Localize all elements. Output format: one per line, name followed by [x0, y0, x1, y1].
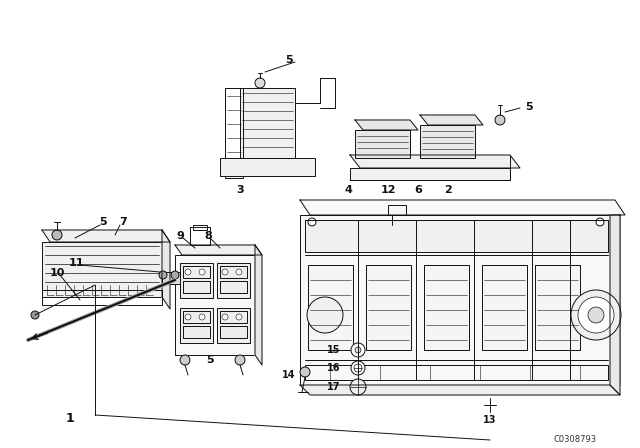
- Circle shape: [308, 218, 316, 226]
- Text: 9: 9: [176, 231, 184, 241]
- Text: 1: 1: [66, 412, 74, 425]
- Circle shape: [355, 347, 361, 353]
- Bar: [305, 220, 608, 252]
- Text: 8: 8: [204, 231, 212, 241]
- Polygon shape: [162, 230, 170, 309]
- Bar: [305, 365, 608, 380]
- Circle shape: [171, 271, 179, 279]
- Text: 2: 2: [444, 185, 452, 195]
- Circle shape: [300, 367, 310, 377]
- Bar: [420, 125, 475, 158]
- Circle shape: [307, 297, 343, 333]
- Circle shape: [571, 290, 621, 340]
- Bar: [220, 281, 247, 293]
- Circle shape: [235, 355, 245, 365]
- Circle shape: [185, 269, 191, 275]
- Bar: [183, 311, 210, 323]
- Bar: [180, 263, 213, 298]
- Bar: [217, 308, 250, 343]
- Bar: [355, 130, 410, 158]
- Circle shape: [185, 314, 191, 320]
- Bar: [220, 326, 247, 338]
- Text: 6: 6: [414, 185, 422, 195]
- Circle shape: [236, 269, 242, 275]
- Bar: [180, 308, 213, 343]
- Text: 11: 11: [68, 258, 84, 268]
- Bar: [193, 225, 207, 230]
- Circle shape: [199, 269, 205, 275]
- Bar: [183, 266, 210, 278]
- Text: 5: 5: [206, 355, 214, 365]
- Polygon shape: [300, 200, 625, 215]
- Bar: [190, 227, 210, 245]
- Bar: [162, 272, 180, 284]
- Text: C0308793: C0308793: [554, 435, 596, 444]
- Text: 5: 5: [99, 217, 107, 227]
- Polygon shape: [42, 230, 170, 242]
- Text: 12: 12: [380, 185, 396, 195]
- Bar: [424, 265, 469, 350]
- Circle shape: [236, 314, 242, 320]
- Bar: [220, 266, 247, 278]
- Bar: [183, 281, 210, 293]
- Bar: [366, 265, 411, 350]
- Circle shape: [159, 271, 167, 279]
- Polygon shape: [355, 120, 418, 130]
- Bar: [535, 265, 580, 350]
- Circle shape: [350, 379, 366, 395]
- Text: 15: 15: [326, 345, 340, 355]
- Bar: [175, 255, 255, 355]
- Bar: [42, 242, 162, 297]
- Text: 4: 4: [344, 185, 352, 195]
- Text: 5: 5: [525, 102, 532, 112]
- Circle shape: [222, 314, 228, 320]
- Circle shape: [578, 297, 614, 333]
- Text: 3: 3: [236, 185, 244, 195]
- Text: 14: 14: [282, 370, 296, 380]
- Polygon shape: [175, 245, 262, 255]
- Bar: [217, 263, 250, 298]
- Circle shape: [222, 269, 228, 275]
- Text: 17: 17: [326, 382, 340, 392]
- Circle shape: [180, 355, 190, 365]
- Bar: [42, 290, 162, 305]
- Bar: [482, 265, 527, 350]
- Circle shape: [354, 364, 362, 372]
- Circle shape: [596, 218, 604, 226]
- Text: 10: 10: [49, 268, 65, 278]
- Bar: [220, 158, 315, 176]
- Text: 7: 7: [119, 217, 127, 227]
- Bar: [388, 205, 406, 215]
- Bar: [350, 168, 510, 180]
- Bar: [225, 88, 243, 178]
- Circle shape: [588, 307, 604, 323]
- Circle shape: [52, 230, 62, 240]
- Circle shape: [199, 314, 205, 320]
- Circle shape: [255, 78, 265, 88]
- Bar: [183, 326, 210, 338]
- Polygon shape: [610, 215, 620, 395]
- Circle shape: [351, 343, 365, 357]
- Polygon shape: [350, 155, 520, 168]
- Polygon shape: [420, 115, 483, 125]
- Text: 5: 5: [285, 55, 293, 65]
- Bar: [240, 88, 295, 158]
- Bar: [220, 311, 247, 323]
- Polygon shape: [300, 385, 620, 395]
- Text: 16: 16: [326, 363, 340, 373]
- Circle shape: [351, 361, 365, 375]
- Text: 13: 13: [483, 415, 497, 425]
- Circle shape: [31, 311, 39, 319]
- Bar: [300, 215, 620, 385]
- Circle shape: [495, 115, 505, 125]
- Bar: [308, 265, 353, 350]
- Polygon shape: [255, 245, 262, 365]
